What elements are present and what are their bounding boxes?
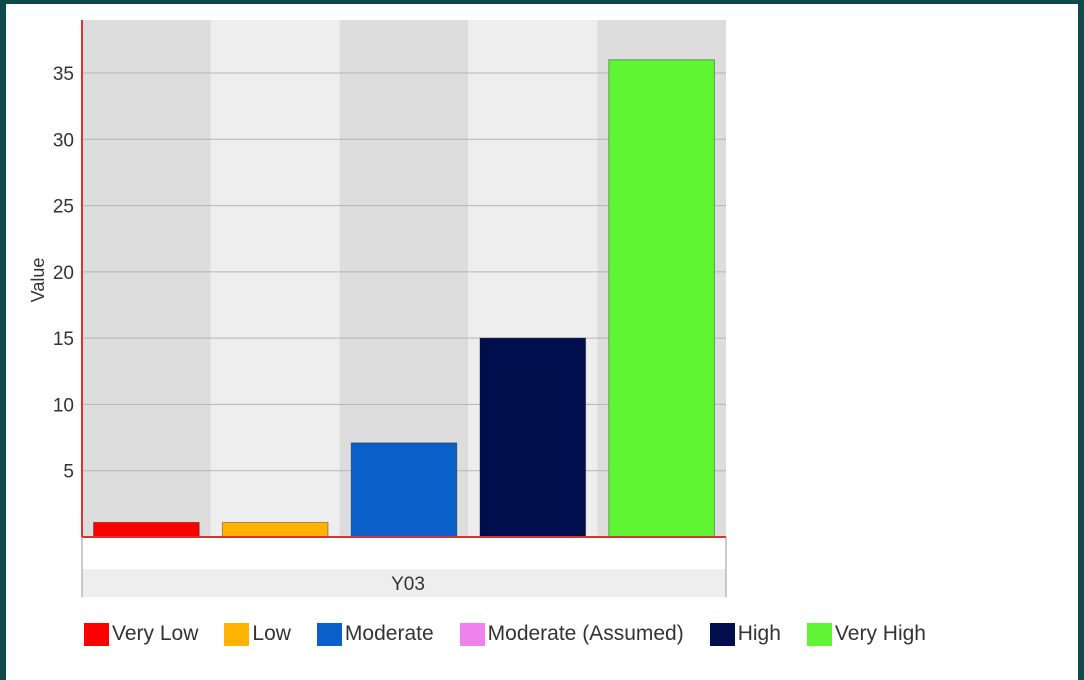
legend-swatch bbox=[224, 622, 250, 646]
y-tick-label: 20 bbox=[53, 263, 74, 284]
legend-swatch bbox=[459, 622, 485, 646]
y-tick-label: 35 bbox=[53, 64, 74, 85]
bars bbox=[93, 59, 715, 538]
legend-swatch bbox=[84, 622, 109, 646]
legend-item: Low bbox=[224, 622, 291, 646]
y-tick-label: 30 bbox=[53, 130, 74, 151]
axes bbox=[81, 20, 727, 597]
bar-high bbox=[479, 337, 587, 538]
y-tick-label: 10 bbox=[53, 395, 74, 416]
legend-item: Moderate (Assumed) bbox=[459, 622, 684, 646]
y-tick-label: 5 bbox=[63, 462, 74, 483]
category-band bbox=[82, 569, 726, 597]
legend: Very Low Low Moderate Moderate (Assumed) Hig… bbox=[84, 622, 926, 646]
legend-label: Low bbox=[252, 622, 291, 645]
y-tick-label: 15 bbox=[53, 329, 74, 350]
legend-item: Very High bbox=[806, 622, 926, 646]
bar-very-high bbox=[608, 59, 715, 538]
plot-band bbox=[82, 20, 211, 537]
legend-label: Moderate bbox=[344, 622, 434, 645]
bar-low bbox=[221, 521, 329, 538]
legend-item: Very Low bbox=[84, 622, 198, 646]
legend-item: Moderate bbox=[316, 622, 434, 646]
legend-swatch bbox=[316, 622, 342, 646]
y-tick-label: 25 bbox=[53, 197, 74, 218]
bar-moderate bbox=[350, 442, 458, 538]
bar-very-low bbox=[93, 521, 200, 538]
legend-label: Moderate (Assumed) bbox=[487, 622, 684, 645]
bar-chart: 5 10 15 20 25 30 35 Value Y03 bbox=[28, 20, 727, 597]
legend-swatch bbox=[709, 622, 735, 646]
legend-label: Very High bbox=[834, 622, 926, 645]
legend-item: High bbox=[709, 622, 781, 646]
x-category-label: Y03 bbox=[391, 574, 425, 595]
y-axis-title: Value bbox=[28, 258, 48, 303]
legend-label: High bbox=[737, 622, 781, 645]
legend-label: Very Low bbox=[112, 622, 199, 645]
plot-band bbox=[210, 20, 340, 537]
chart-container: 5 10 15 20 25 30 35 Value Y03 Very Low Low Moder… bbox=[6, 4, 1078, 680]
legend-swatch bbox=[806, 622, 832, 646]
y-tick-labels: 5 10 15 20 25 30 35 bbox=[53, 64, 74, 483]
